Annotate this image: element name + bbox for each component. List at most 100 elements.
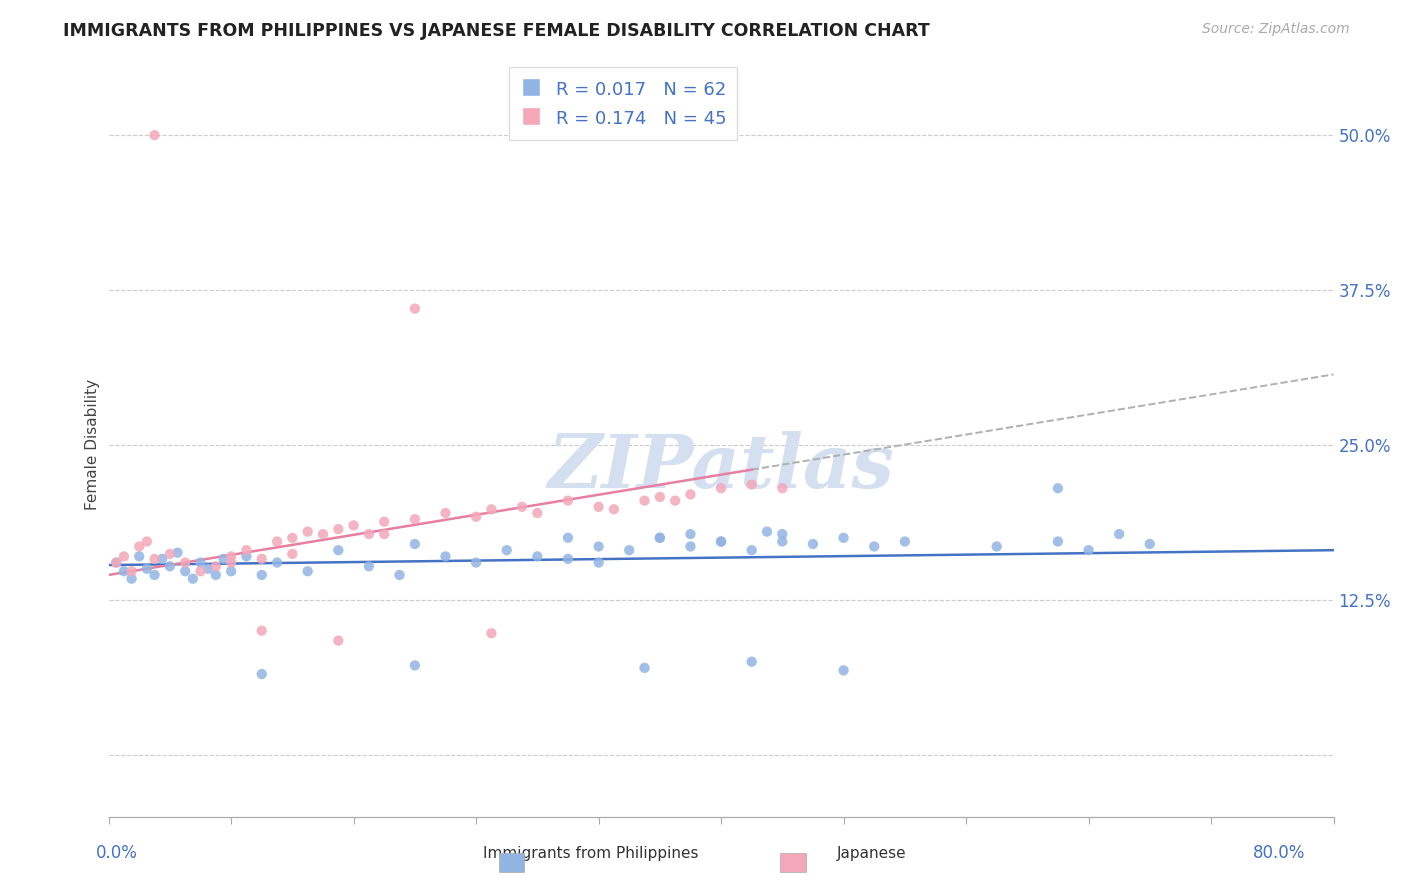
Point bbox=[250, 552, 273, 566]
Point bbox=[648, 490, 671, 504]
Point bbox=[373, 515, 395, 529]
Point bbox=[219, 564, 242, 578]
Point bbox=[219, 556, 242, 570]
Point bbox=[557, 552, 579, 566]
Text: 80.0%: 80.0% bbox=[1253, 844, 1305, 862]
Point bbox=[526, 549, 548, 564]
Point bbox=[1139, 537, 1161, 551]
Point bbox=[495, 543, 517, 558]
Point bbox=[510, 500, 533, 514]
Point bbox=[481, 626, 503, 640]
Point bbox=[357, 559, 380, 574]
Point bbox=[434, 549, 457, 564]
Point bbox=[1046, 481, 1069, 495]
Point bbox=[664, 493, 686, 508]
Point bbox=[564, 128, 586, 143]
Point bbox=[297, 524, 319, 539]
Point bbox=[128, 540, 150, 554]
Point bbox=[863, 540, 886, 554]
Point bbox=[121, 564, 143, 578]
Point bbox=[105, 556, 128, 570]
Text: IMMIGRANTS FROM PHILIPPINES VS JAPANESE FEMALE DISABILITY CORRELATION CHART: IMMIGRANTS FROM PHILIPPINES VS JAPANESE … bbox=[63, 22, 929, 40]
Point bbox=[756, 524, 779, 539]
Point bbox=[166, 546, 188, 560]
Point bbox=[128, 549, 150, 564]
Point bbox=[588, 556, 610, 570]
Point bbox=[135, 562, 157, 576]
Legend: R = 0.017   N = 62, R = 0.174   N = 45: R = 0.017 N = 62, R = 0.174 N = 45 bbox=[509, 68, 737, 140]
Point bbox=[481, 502, 503, 516]
Point bbox=[212, 552, 235, 566]
Point bbox=[143, 128, 166, 143]
Point bbox=[465, 556, 488, 570]
Point bbox=[648, 531, 671, 545]
Point bbox=[328, 633, 350, 648]
Point bbox=[204, 568, 226, 582]
Point bbox=[741, 477, 763, 491]
Point bbox=[404, 537, 426, 551]
Point bbox=[832, 531, 855, 545]
Point bbox=[588, 500, 610, 514]
Point bbox=[465, 509, 488, 524]
Point bbox=[557, 531, 579, 545]
Point bbox=[710, 534, 733, 549]
Point bbox=[679, 540, 702, 554]
Point bbox=[266, 534, 288, 549]
Point bbox=[281, 531, 304, 545]
Point bbox=[150, 552, 173, 566]
Point bbox=[404, 512, 426, 526]
Point bbox=[297, 564, 319, 578]
Point bbox=[388, 568, 411, 582]
Point bbox=[801, 537, 824, 551]
Point bbox=[986, 540, 1008, 554]
Point bbox=[135, 534, 157, 549]
Point bbox=[219, 549, 242, 564]
Point bbox=[343, 518, 366, 533]
Point bbox=[328, 522, 350, 536]
Point bbox=[1046, 534, 1069, 549]
Point bbox=[204, 559, 226, 574]
Point bbox=[832, 664, 855, 678]
Point bbox=[648, 531, 671, 545]
Point bbox=[159, 547, 181, 561]
Point bbox=[1108, 527, 1130, 541]
Point bbox=[250, 667, 273, 681]
Point bbox=[770, 527, 793, 541]
Point bbox=[174, 564, 197, 578]
Point bbox=[710, 481, 733, 495]
Point bbox=[190, 556, 212, 570]
Point bbox=[190, 564, 212, 578]
Point bbox=[633, 661, 655, 675]
Point bbox=[105, 556, 128, 570]
Point bbox=[266, 556, 288, 570]
Point bbox=[557, 493, 579, 508]
Point bbox=[181, 572, 204, 586]
Point bbox=[404, 301, 426, 316]
Point bbox=[679, 527, 702, 541]
Point bbox=[235, 543, 257, 558]
Point bbox=[603, 502, 626, 516]
Point bbox=[619, 543, 641, 558]
Point bbox=[174, 556, 197, 570]
Point bbox=[143, 568, 166, 582]
Point bbox=[250, 568, 273, 582]
Point bbox=[894, 534, 917, 549]
Text: Japanese: Japanese bbox=[837, 847, 907, 861]
Point bbox=[121, 572, 143, 586]
Y-axis label: Female Disability: Female Disability bbox=[86, 379, 100, 510]
Point bbox=[404, 658, 426, 673]
Text: Immigrants from Philippines: Immigrants from Philippines bbox=[482, 847, 699, 861]
Point bbox=[143, 552, 166, 566]
Point bbox=[741, 655, 763, 669]
Point bbox=[710, 534, 733, 549]
Point bbox=[679, 487, 702, 501]
Point bbox=[357, 527, 380, 541]
Point bbox=[328, 543, 350, 558]
Point bbox=[770, 481, 793, 495]
Point bbox=[112, 549, 135, 564]
Point bbox=[770, 534, 793, 549]
Point bbox=[197, 562, 219, 576]
Point bbox=[434, 506, 457, 520]
Point bbox=[526, 506, 548, 520]
Point bbox=[373, 527, 395, 541]
